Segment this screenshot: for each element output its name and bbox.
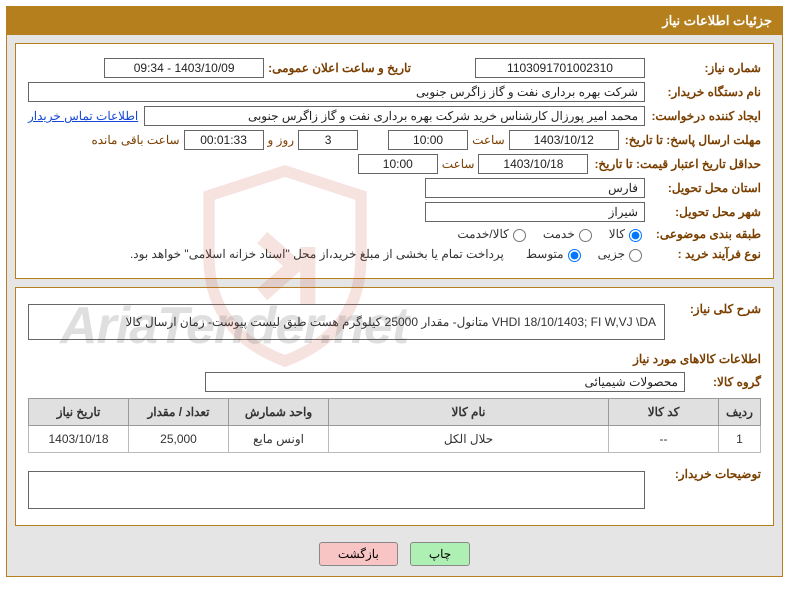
- radio-partial-input[interactable]: [629, 249, 642, 262]
- panel-body: شماره نیاز: 1103091701002310 تاریخ و ساع…: [7, 35, 782, 576]
- requester-label: ایجاد کننده درخواست:: [651, 109, 761, 123]
- desc-label: شرح کلی نیاز:: [671, 302, 761, 316]
- radio-goods-input[interactable]: [629, 229, 642, 242]
- back-button[interactable]: بازگشت: [319, 542, 398, 566]
- category-label: طبقه بندی موضوعی:: [651, 227, 761, 241]
- buyer-contact-link[interactable]: اطلاعات تماس خریدار: [28, 109, 138, 123]
- col-unit: واحد شمارش: [229, 399, 329, 426]
- radio-both[interactable]: کالا/خدمت: [457, 226, 528, 242]
- radio-both-input[interactable]: [513, 229, 526, 242]
- buyer-notes-box: [28, 471, 645, 509]
- radio-service[interactable]: خدمت: [543, 226, 595, 242]
- province-label: استان محل تحویل:: [651, 181, 761, 195]
- table-cell: اونس مایع: [229, 426, 329, 453]
- countdown-field: 00:01:33: [184, 130, 264, 150]
- table-cell: 1: [719, 426, 761, 453]
- buy-note: پرداخت تمام یا بخشی از مبلغ خرید،از محل …: [130, 247, 504, 261]
- radio-both-label: کالا/خدمت: [457, 227, 508, 241]
- province-field: فارس: [425, 178, 645, 198]
- need-no-label: شماره نیاز:: [651, 61, 761, 75]
- reply-deadline-label: مهلت ارسال پاسخ: تا تاریخ:: [625, 133, 761, 147]
- goods-section: شرح کلی نیاز: متانول- مقدار 25000 کیلوگر…: [15, 287, 774, 526]
- col-date: تاریخ نیاز: [29, 399, 129, 426]
- reply-date-field: 1403/10/12: [509, 130, 619, 150]
- validity-date-field: 1403/10/18: [478, 154, 588, 174]
- main-panel: جزئیات اطلاعات نیاز شماره نیاز: 11030917…: [6, 6, 783, 577]
- goods-group-label: گروه کالا:: [691, 375, 761, 389]
- goods-table: ردیف کد کالا نام کالا واحد شمارش تعداد /…: [28, 398, 761, 453]
- days-txt: روز و: [268, 133, 295, 147]
- radio-goods-label: کالا: [609, 227, 625, 241]
- validity-time-field: 10:00: [358, 154, 438, 174]
- city-label: شهر محل تحویل:: [651, 205, 761, 219]
- col-code: کد کالا: [609, 399, 719, 426]
- category-radio-group: کالا خدمت کالا/خدمت: [443, 226, 645, 242]
- city-field: شیراز: [425, 202, 645, 222]
- radio-service-input[interactable]: [579, 229, 592, 242]
- button-row: چاپ بازگشت: [15, 534, 774, 568]
- panel-title: جزئیات اطلاعات نیاز: [7, 7, 782, 35]
- desc-box: متانول- مقدار 25000 کیلوگرم هست طبق لیست…: [28, 304, 665, 340]
- col-name: نام کالا: [329, 399, 609, 426]
- days-remaining-field: 3: [298, 130, 358, 150]
- table-cell: حلال الکل: [329, 426, 609, 453]
- table-cell: 25,000: [129, 426, 229, 453]
- remaining-txt: ساعت باقی مانده: [91, 133, 179, 147]
- col-row: ردیف: [719, 399, 761, 426]
- radio-partial-label: جزیی: [598, 247, 625, 261]
- reply-time-field: 10:00: [388, 130, 468, 150]
- need-details-section: شماره نیاز: 1103091701002310 تاریخ و ساع…: [15, 43, 774, 279]
- radio-goods[interactable]: کالا: [609, 226, 645, 242]
- table-cell: 1403/10/18: [29, 426, 129, 453]
- goods-header: اطلاعات کالاهای مورد نیاز: [28, 352, 761, 366]
- radio-medium-input[interactable]: [568, 249, 581, 262]
- buyer-org-field: شرکت بهره برداری نفت و گاز زاگرس جنوبی: [28, 82, 645, 102]
- buy-type-radio-group: جزیی متوسط: [512, 246, 645, 262]
- need-no-field: 1103091701002310: [475, 58, 645, 78]
- buyer-org-label: نام دستگاه خریدار:: [651, 85, 761, 99]
- announce-field: 1403/10/09 - 09:34: [104, 58, 264, 78]
- requester-field: محمد امیر پورزال کارشناس خرید شرکت بهره …: [144, 106, 645, 126]
- buy-type-label: نوع فرآیند خرید :: [651, 247, 761, 261]
- radio-medium[interactable]: متوسط: [526, 246, 584, 262]
- col-qty: تعداد / مقدار: [129, 399, 229, 426]
- reply-time-label: ساعت: [472, 133, 505, 147]
- table-cell: --: [609, 426, 719, 453]
- radio-medium-label: متوسط: [526, 247, 564, 261]
- validity-label: حداقل تاریخ اعتبار قیمت: تا تاریخ:: [594, 157, 761, 171]
- validity-time-label: ساعت: [442, 157, 475, 171]
- goods-group-field: محصولات شیمیائی: [205, 372, 685, 392]
- radio-partial[interactable]: جزیی: [598, 246, 645, 262]
- table-row: 1--حلال الکلاونس مایع25,0001403/10/18: [29, 426, 761, 453]
- announce-label: تاریخ و ساعت اعلان عمومی:: [268, 61, 411, 75]
- print-button[interactable]: چاپ: [410, 542, 470, 566]
- buyer-notes-label: توضیحات خریدار:: [651, 467, 761, 481]
- radio-service-label: خدمت: [543, 227, 575, 241]
